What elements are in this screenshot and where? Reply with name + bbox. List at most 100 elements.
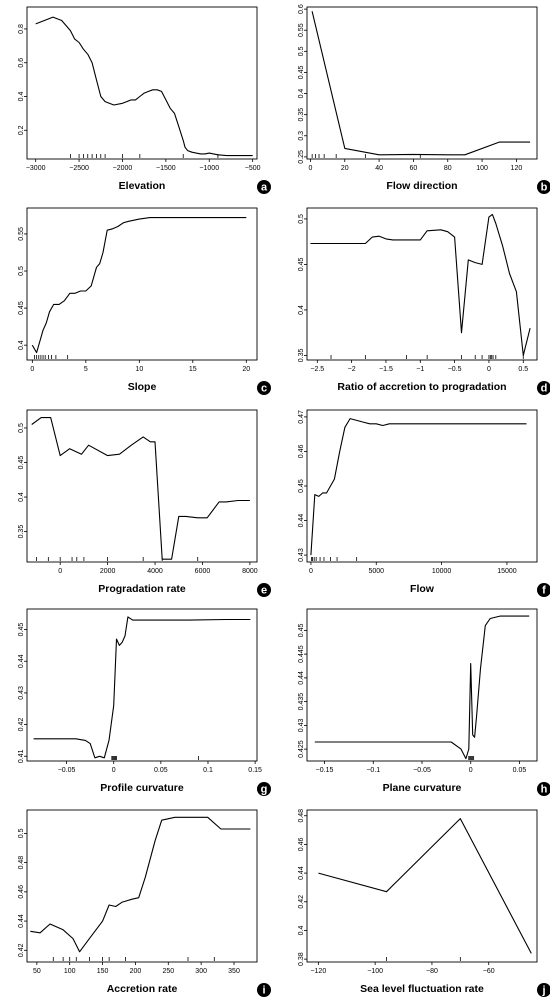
x-tick-label: −60: [483, 968, 495, 975]
x-tick-label: −1000: [199, 165, 219, 172]
x-axis-label: Sea level fluctuation rate: [360, 983, 484, 995]
panel-letter: h: [541, 783, 548, 795]
y-tick-label: 0.48: [298, 809, 305, 823]
pdp-line: [314, 615, 530, 760]
x-tick-label: 5: [84, 366, 88, 373]
y-tick-label: 0.46: [18, 885, 25, 899]
plot-frame: [306, 207, 538, 361]
panel-badge: [257, 583, 271, 597]
x-tick-label: 200: [130, 968, 142, 975]
y-tick-label: 0.45: [298, 258, 305, 272]
chart-panel-c: 0 5 10 15 20 0.4 0.45 0.5 0.55 Slope c: [18, 207, 271, 395]
plot-frame: [306, 6, 538, 160]
x-axis-label: Accretion rate: [107, 983, 178, 995]
panel-letter: g: [261, 783, 268, 795]
pdp-line: [318, 818, 532, 954]
plot-frame: [26, 809, 258, 963]
x-axis-label: Profile curvature: [100, 782, 184, 794]
pdp-line: [310, 418, 527, 556]
panel-badge: [537, 381, 550, 395]
panel-letter: j: [541, 984, 545, 996]
x-tick-label: 0: [58, 568, 62, 575]
y-tick-label: 0.4: [18, 340, 25, 350]
y-tick-label: 0.44: [18, 654, 25, 668]
x-tick-label: 15: [189, 366, 197, 373]
pdp-line: [31, 217, 247, 354]
y-tick-label: 0.6: [18, 58, 25, 68]
y-tick-label: 0.445: [298, 645, 305, 663]
panel-badge: [537, 782, 550, 796]
chart-panel-j: −120 −100 −80 −60 0.38 0.4 0.42 0.44 0.46 0.48 Sea…: [298, 809, 550, 997]
x-tick-label: 120: [511, 165, 523, 172]
y-tick-label: 0.42: [18, 718, 25, 732]
pdp-line: [311, 11, 531, 156]
x-tick-label: 6000: [195, 568, 211, 575]
x-tick-label: 0: [309, 568, 313, 575]
panel-letter: d: [541, 382, 548, 394]
x-tick-label: 0: [308, 165, 312, 172]
y-tick-label: 0.5: [298, 46, 305, 56]
panel-letter: a: [261, 181, 268, 193]
x-tick-label: 4000: [147, 568, 163, 575]
panel-letter: f: [542, 584, 546, 596]
x-tick-label: 100: [64, 968, 76, 975]
pdp-line: [31, 417, 250, 560]
x-tick-label: 0.05: [513, 767, 527, 774]
x-axis-label: Elevation: [119, 180, 166, 192]
x-tick-label: −0.15: [316, 767, 334, 774]
y-tick-label: 0.35: [18, 525, 25, 539]
pdp-line: [33, 616, 251, 759]
y-tick-label: 0.4: [18, 492, 25, 502]
y-tick-label: 0.4: [298, 305, 305, 315]
x-tick-label: −1500: [156, 165, 176, 172]
plot-frame: [306, 409, 538, 563]
y-tick-label: 0.4: [18, 92, 25, 102]
y-tick-label: 0.43: [298, 548, 305, 562]
y-tick-label: 0.45: [298, 66, 305, 80]
x-tick-label: −2500: [69, 165, 89, 172]
x-tick-label: 100: [476, 165, 488, 172]
y-tick-label: 0.42: [298, 895, 305, 909]
x-tick-label: 60: [410, 165, 418, 172]
x-tick-label: 0.05: [154, 767, 168, 774]
chart-panel-h: −0.15 −0.1 −0.05 0 0.05 0.425 0.43 0.435 0.44 0.4…: [298, 608, 550, 796]
x-tick-label: 0.5: [518, 366, 528, 373]
panel-badge: [257, 381, 271, 395]
chart-panel-g: −0.05 0 0.05 0.1 0.15 0.41 0.42 0.43 0.44 0.45 Pro…: [18, 608, 271, 796]
x-tick-label: −1: [416, 366, 424, 373]
x-tick-label: 0: [112, 767, 116, 774]
x-tick-label: 20: [242, 366, 250, 373]
x-tick-label: 0.1: [203, 767, 213, 774]
y-tick-label: 0.41: [18, 749, 25, 763]
y-tick-label: 0.35: [298, 349, 305, 363]
x-tick-label: 50: [33, 968, 41, 975]
plot-frame: [26, 207, 258, 361]
pdp-line: [310, 213, 531, 356]
x-tick-label: 8000: [242, 568, 258, 575]
y-tick-label: 0.48: [18, 856, 25, 870]
plot-frame: [26, 409, 258, 563]
chart-panel-e: 0 2000 4000 6000 8000 0.35 0.4 0.45 0.5 Progradat…: [18, 409, 271, 597]
y-tick-label: 0.2: [18, 125, 25, 135]
y-tick-label: 0.45: [18, 623, 25, 637]
y-tick-label: 0.55: [18, 227, 25, 241]
x-axis-label: Flow: [410, 583, 435, 595]
x-tick-label: 350: [228, 968, 240, 975]
x-tick-label: 80: [444, 165, 452, 172]
x-tick-label: −1.5: [379, 366, 393, 373]
y-tick-label: 0.47: [298, 410, 305, 424]
y-tick-label: 0.45: [298, 479, 305, 493]
y-tick-label: 0.45: [18, 301, 25, 315]
panel-badge: [537, 180, 550, 194]
x-tick-label: −2: [348, 366, 356, 373]
y-tick-label: 0.3: [298, 131, 305, 141]
panel-badge: [537, 583, 550, 597]
plot-frame: [26, 6, 258, 160]
chart-panel-d: −2.5 −2 −1.5 −1 −0.5 0 0.5 0.35 0.4 0.45 0.5 Ratio …: [298, 207, 550, 395]
y-tick-label: 0.46: [298, 837, 305, 851]
x-axis-label: Slope: [128, 381, 157, 393]
x-tick-label: 300: [195, 968, 207, 975]
y-tick-label: 0.435: [298, 693, 305, 711]
x-tick-label: −0.05: [413, 767, 431, 774]
x-tick-label: −0.05: [58, 767, 76, 774]
